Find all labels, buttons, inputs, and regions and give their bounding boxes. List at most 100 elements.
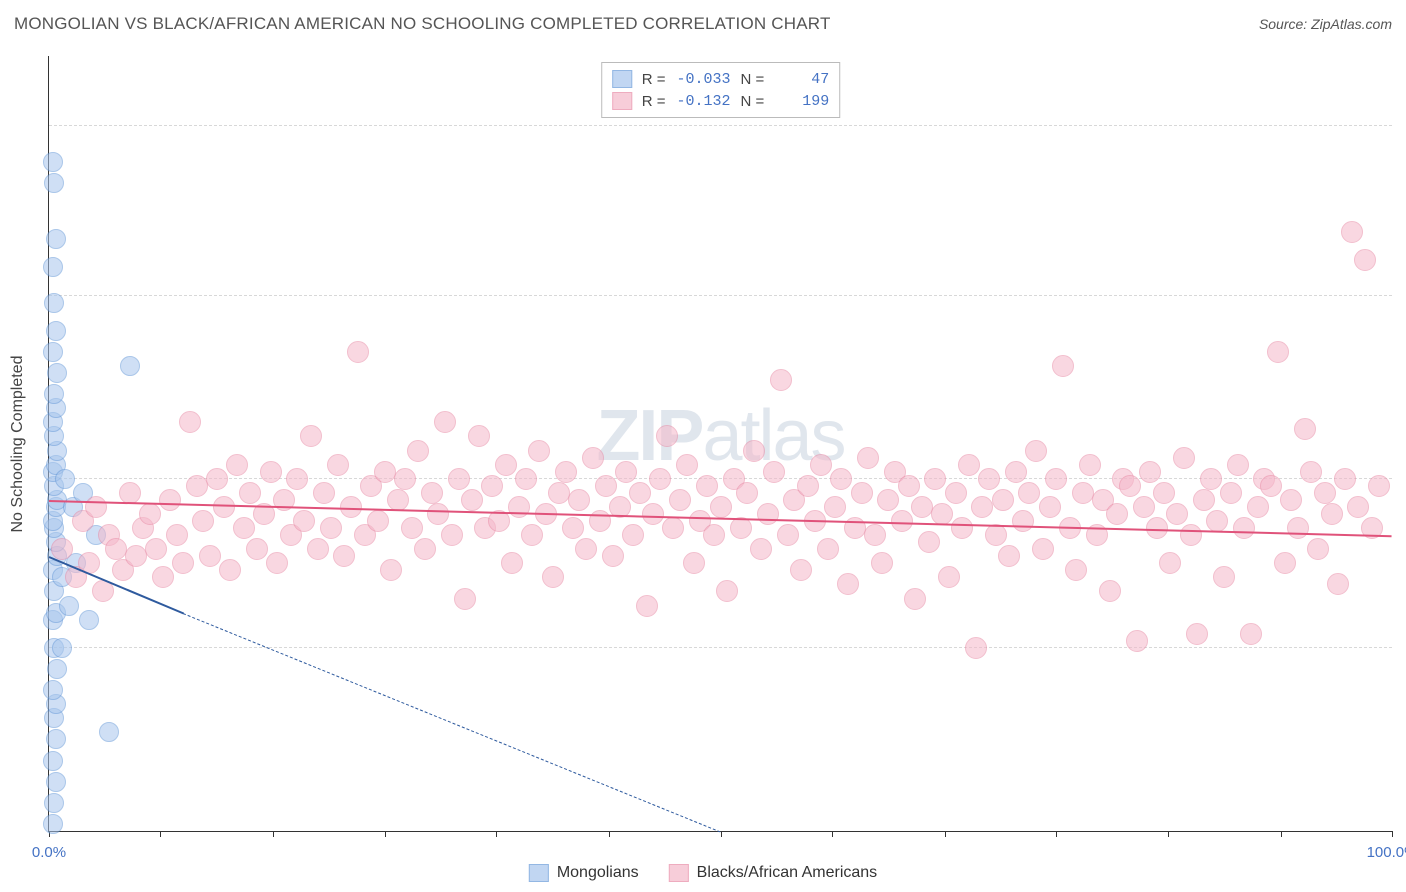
scatter-point	[1166, 503, 1188, 525]
scatter-point	[1240, 623, 1262, 645]
scatter-point	[911, 496, 933, 518]
scatter-point	[1139, 461, 1161, 483]
scatter-point	[1005, 461, 1027, 483]
scatter-point	[555, 461, 577, 483]
scatter-point	[1052, 355, 1074, 377]
x-tick-mark	[385, 831, 386, 837]
stat-n-value: 199	[774, 93, 829, 110]
scatter-point	[931, 503, 953, 525]
scatter-point	[1368, 475, 1390, 497]
scatter-point	[649, 468, 671, 490]
scatter-point	[1200, 468, 1222, 490]
scatter-point	[166, 524, 188, 546]
scatter-point	[213, 496, 235, 518]
scatter-point	[636, 595, 658, 617]
scatter-plot: ZIPatlas R =-0.033N =47R =-0.132N =199 1…	[48, 56, 1392, 832]
scatter-point	[260, 461, 282, 483]
legend-swatch	[612, 70, 632, 88]
scatter-point	[52, 638, 72, 658]
plot-area: No Schooling Completed ZIPatlas R =-0.03…	[48, 56, 1392, 832]
scatter-point	[139, 503, 161, 525]
scatter-point	[1018, 482, 1040, 504]
scatter-point	[683, 552, 705, 574]
scatter-point	[300, 425, 322, 447]
scatter-point	[1072, 482, 1094, 504]
legend-swatch	[529, 864, 549, 882]
scatter-point	[501, 552, 523, 574]
x-tick-mark	[496, 831, 497, 837]
scatter-point	[1260, 475, 1282, 497]
stats-row: R =-0.132N =199	[612, 90, 830, 112]
gridline-h	[49, 478, 1392, 479]
scatter-point	[313, 482, 335, 504]
scatter-point	[1045, 468, 1067, 490]
scatter-point	[924, 468, 946, 490]
legend-swatch	[669, 864, 689, 882]
scatter-point	[233, 517, 255, 539]
x-tick-mark	[721, 831, 722, 837]
scatter-point	[904, 588, 926, 610]
scatter-point	[965, 637, 987, 659]
chart-header: MONGOLIAN VS BLACK/AFRICAN AMERICAN NO S…	[14, 14, 1392, 34]
legend-label: Mongolians	[557, 864, 639, 882]
scatter-point	[951, 517, 973, 539]
scatter-point	[777, 524, 799, 546]
scatter-point	[186, 475, 208, 497]
scatter-point	[1300, 461, 1322, 483]
scatter-point	[179, 411, 201, 433]
scatter-point	[401, 517, 423, 539]
scatter-point	[656, 425, 678, 447]
scatter-point	[998, 545, 1020, 567]
x-tick-label: 100.0%	[1367, 844, 1406, 861]
scatter-point	[676, 454, 698, 476]
scatter-point	[790, 559, 812, 581]
scatter-point	[696, 475, 718, 497]
scatter-point	[454, 588, 476, 610]
scatter-point	[757, 503, 779, 525]
scatter-point	[44, 384, 64, 404]
scatter-point	[1079, 454, 1101, 476]
scatter-point	[602, 545, 624, 567]
scatter-point	[763, 461, 785, 483]
scatter-point	[1065, 559, 1087, 581]
scatter-point	[750, 538, 772, 560]
scatter-point	[548, 482, 570, 504]
stat-r-value: -0.033	[676, 71, 731, 88]
scatter-point	[1294, 418, 1316, 440]
x-tick-mark	[1392, 831, 1393, 837]
scatter-point	[206, 468, 228, 490]
scatter-point	[239, 482, 261, 504]
scatter-point	[199, 545, 221, 567]
scatter-point	[515, 468, 537, 490]
scatter-point	[898, 475, 920, 497]
scatter-point	[528, 440, 550, 462]
scatter-point	[736, 482, 758, 504]
scatter-point	[46, 321, 66, 341]
bottom-legend: MongoliansBlacks/African Americans	[529, 864, 877, 882]
scatter-point	[662, 517, 684, 539]
scatter-point	[575, 538, 597, 560]
scatter-point	[1280, 489, 1302, 511]
scatter-point	[43, 257, 63, 277]
x-tick-mark	[1281, 831, 1282, 837]
scatter-point	[152, 566, 174, 588]
x-tick-mark	[1056, 831, 1057, 837]
scatter-point	[374, 461, 396, 483]
scatter-point	[971, 496, 993, 518]
scatter-point	[521, 524, 543, 546]
scatter-point	[47, 363, 67, 383]
scatter-point	[851, 482, 873, 504]
scatter-point	[1099, 580, 1121, 602]
stat-n-label: N =	[741, 93, 765, 110]
scatter-point	[394, 468, 416, 490]
scatter-point	[642, 503, 664, 525]
scatter-point	[958, 454, 980, 476]
scatter-point	[622, 524, 644, 546]
scatter-point	[864, 524, 886, 546]
scatter-point	[226, 454, 248, 476]
scatter-point	[1206, 510, 1228, 532]
scatter-point	[421, 482, 443, 504]
scatter-point	[857, 447, 879, 469]
scatter-point	[797, 475, 819, 497]
scatter-point	[918, 531, 940, 553]
